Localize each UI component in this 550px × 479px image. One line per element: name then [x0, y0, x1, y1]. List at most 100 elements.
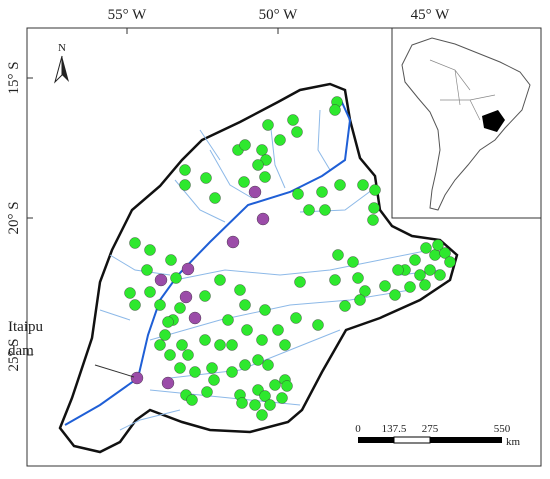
- station-marker: [252, 159, 264, 171]
- station-marker: [170, 272, 182, 284]
- scale-label: 275: [422, 423, 439, 435]
- station-marker: [256, 144, 268, 156]
- station-marker: [238, 176, 250, 188]
- station-marker: [154, 299, 166, 311]
- station-marker: [312, 319, 324, 331]
- station-marker: [144, 244, 156, 256]
- station-marker: [208, 374, 220, 386]
- station-marker: [274, 134, 286, 146]
- station-marker: [200, 172, 212, 184]
- station-marker: [174, 362, 186, 374]
- station-marker: [262, 359, 274, 371]
- station-marker: [354, 294, 366, 306]
- station-marker: [429, 249, 441, 261]
- station-marker: [303, 204, 315, 216]
- station-marker: [130, 371, 144, 385]
- scale-label: 550: [494, 423, 511, 435]
- station-marker: [214, 274, 226, 286]
- station-marker: [259, 171, 271, 183]
- inset-map: [391, 27, 542, 219]
- station-marker: [256, 334, 268, 346]
- station-marker: [201, 386, 213, 398]
- station-marker: [174, 302, 186, 314]
- station-marker: [291, 126, 303, 138]
- station-marker: [226, 339, 238, 351]
- latitude-label: 15° S: [6, 61, 22, 94]
- station-marker: [256, 212, 270, 226]
- station-marker: [319, 204, 331, 216]
- station-marker: [124, 287, 136, 299]
- station-marker: [165, 254, 177, 266]
- station-marker: [281, 380, 293, 392]
- station-marker: [182, 349, 194, 361]
- station-marker: [241, 324, 253, 336]
- station-marker: [239, 299, 251, 311]
- station-marker: [248, 185, 262, 199]
- station-marker: [164, 349, 176, 361]
- latitude-label: 20° S: [6, 201, 22, 234]
- annotation-line: dam: [8, 343, 34, 359]
- station-marker: [239, 139, 251, 151]
- station-marker: [179, 179, 191, 191]
- station-marker: [199, 334, 211, 346]
- station-marker: [209, 192, 221, 204]
- station-marker: [181, 262, 195, 276]
- station-marker: [249, 399, 261, 411]
- station-marker: [226, 366, 238, 378]
- station-marker: [359, 285, 371, 297]
- station-marker: [409, 254, 421, 266]
- station-marker: [179, 290, 193, 304]
- station-marker: [332, 249, 344, 261]
- station-marker: [222, 314, 234, 326]
- annotation-leader: [94, 364, 135, 378]
- station-marker: [206, 362, 218, 374]
- station-marker: [404, 281, 416, 293]
- station-marker: [444, 256, 456, 268]
- longitude-label: 45° W: [411, 7, 450, 23]
- latitude-label: 25° S: [6, 338, 22, 371]
- station-marker: [420, 242, 432, 254]
- station-marker: [316, 186, 328, 198]
- north-label: N: [58, 42, 66, 54]
- station-marker: [239, 359, 251, 371]
- station-marker: [347, 256, 359, 268]
- station-marker: [188, 311, 202, 325]
- longitude-label: 50° W: [259, 7, 298, 23]
- station-marker: [290, 312, 302, 324]
- station-marker: [161, 376, 175, 390]
- station-marker: [144, 286, 156, 298]
- station-marker: [199, 290, 211, 302]
- station-marker: [236, 397, 248, 409]
- station-marker: [334, 179, 346, 191]
- station-marker: [269, 379, 281, 391]
- station-marker: [234, 284, 246, 296]
- station-marker: [339, 300, 351, 312]
- station-marker: [214, 339, 226, 351]
- station-marker: [264, 399, 276, 411]
- station-marker: [259, 390, 271, 402]
- station-marker: [189, 366, 201, 378]
- scale-label: 0: [355, 423, 361, 435]
- station-marker: [419, 279, 431, 291]
- station-marker: [389, 289, 401, 301]
- station-marker: [279, 339, 291, 351]
- station-marker: [434, 269, 446, 281]
- station-marker: [176, 339, 188, 351]
- station-marker: [329, 104, 341, 116]
- basin-outline: [58, 82, 459, 454]
- station-marker: [272, 324, 284, 336]
- scale-unit: km: [506, 436, 521, 448]
- scale-bar: [358, 436, 502, 444]
- station-marker: [432, 239, 444, 251]
- station-marker: [369, 184, 381, 196]
- station-marker: [179, 164, 191, 176]
- scale-label: 137.5: [382, 423, 407, 435]
- station-marker: [162, 316, 174, 328]
- station-marker: [329, 274, 341, 286]
- station-marker: [294, 276, 306, 288]
- station-marker: [367, 214, 379, 226]
- station-marker: [287, 114, 299, 126]
- station-marker: [186, 394, 198, 406]
- station-marker: [392, 264, 404, 276]
